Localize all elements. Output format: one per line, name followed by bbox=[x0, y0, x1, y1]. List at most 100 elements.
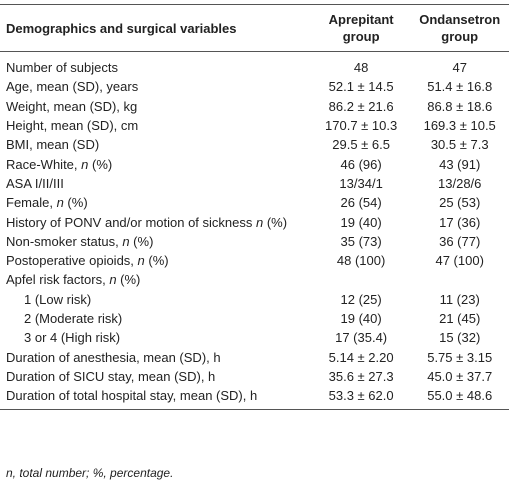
label-part: n bbox=[122, 233, 130, 249]
row-label: Duration of anesthesia, mean (SD), h bbox=[0, 347, 312, 366]
footnote: n, total number; %, percentage. bbox=[6, 466, 174, 480]
value-cell: 13/34/1 bbox=[339, 175, 383, 191]
value-cell: 25 (53) bbox=[439, 195, 481, 211]
row-label: Number of subjects bbox=[0, 52, 312, 78]
label-part: Height, mean (SD), cm bbox=[6, 118, 139, 134]
value-cell: 5.14 ± 2.20 bbox=[328, 349, 394, 365]
table: Demographics and surgical variables Apre… bbox=[0, 4, 509, 411]
value-cell: 52.1 ± 14.5 bbox=[328, 79, 394, 95]
label-part: Duration of anesthesia, mean (SD), h bbox=[6, 349, 221, 365]
row: 3 or 4 (High risk) 17 (35.4) 15 (32) bbox=[0, 328, 509, 347]
header-cell: Demographics and surgical variables bbox=[0, 4, 312, 52]
value-cell: 48 (100) bbox=[336, 253, 386, 269]
row-label: History of PONV and/or motion of sicknes… bbox=[0, 212, 312, 231]
row: Height, mean (SD), cm 170.7 ± 10.3 169.3 ±… bbox=[0, 116, 509, 135]
table-body: Number of subjects 48 47 Age, mean (SD), ye… bbox=[0, 52, 509, 411]
value-cell: 12 (25) bbox=[340, 291, 382, 307]
label-part: n bbox=[81, 156, 89, 172]
row-label: Duration of SICU stay, mean (SD), h bbox=[0, 367, 312, 386]
row-label: Postoperative opioids, n (%) bbox=[0, 251, 312, 270]
row-label: 1 (Low risk) bbox=[0, 290, 312, 309]
value-cell: 17 (36) bbox=[439, 214, 481, 230]
label-part: Weight, mean (SD), kg bbox=[6, 98, 138, 114]
label-part: (%) bbox=[129, 233, 154, 249]
value-cell: 55.0 ± 48.6 bbox=[410, 386, 509, 411]
label-part: BMI, mean (SD) bbox=[6, 137, 100, 153]
row: Duration of total hospital stay, mean (S… bbox=[0, 386, 509, 411]
value-cell: 13/28/6 bbox=[438, 175, 482, 191]
label-part: History of PONV and/or motion of sicknes… bbox=[6, 214, 256, 230]
label-part: 1 (Low risk) bbox=[24, 291, 92, 307]
value-cell: 47 bbox=[452, 60, 467, 76]
value-cell bbox=[410, 270, 509, 289]
row-label: Female, n (%) bbox=[0, 193, 312, 212]
value-cell: 19 (40) bbox=[340, 311, 382, 326]
label-part: (%) bbox=[63, 195, 88, 211]
row-label: Age, mean (SD), years bbox=[0, 77, 312, 96]
value-cell: 53.3 ± 62.0 bbox=[311, 386, 411, 411]
label-part: n bbox=[137, 253, 145, 269]
row: Duration of SICU stay, mean (SD), h 35.6 … bbox=[0, 367, 509, 386]
value-cell: 35 (73) bbox=[340, 233, 382, 249]
row: Non-smoker status, n (%) 35 (73) 36 (77) bbox=[0, 232, 509, 251]
label-part: n bbox=[255, 214, 264, 230]
value-cell: 170.7 ± 10.3 bbox=[325, 118, 398, 134]
value-cell: 29.5 ± 6.5 bbox=[332, 137, 390, 153]
row: Duration of anesthesia, mean (SD), h 5.14… bbox=[0, 347, 509, 366]
value-cell: 86.2 ± 21.6 bbox=[328, 98, 394, 114]
label-part: Number of subjects bbox=[6, 60, 118, 76]
value-cell: 21 (45) bbox=[439, 311, 481, 326]
value-cell: 36 (77) bbox=[439, 233, 481, 249]
value-cell: 43 (91) bbox=[439, 156, 481, 172]
header-row: Demographics and surgical variables Apre… bbox=[0, 4, 509, 52]
header-cell: Aprepitant group bbox=[311, 4, 411, 52]
value-cell: 30.5 ± 7.3 bbox=[430, 137, 489, 153]
label-part: ASA I/II/III bbox=[6, 175, 64, 191]
row-label: 2 (Moderate risk) bbox=[0, 309, 312, 328]
row: BMI, mean (SD) 29.5 ± 6.5 30.5 ± 7.3 bbox=[0, 135, 509, 154]
row-label: Non-smoker status, n (%) bbox=[0, 232, 312, 251]
row-label: 3 or 4 (High risk) bbox=[0, 328, 312, 347]
value-cell: 46 (96) bbox=[340, 156, 382, 172]
label-part: Non-smoker status, bbox=[6, 233, 123, 249]
label-part: Female, bbox=[6, 195, 57, 211]
value-cell: 35.6 ± 27.3 bbox=[328, 368, 394, 384]
row-label: Weight, mean (SD), kg bbox=[0, 97, 312, 116]
row: 1 (Low risk) 12 (25) 11 (23) bbox=[0, 290, 509, 309]
label-part: (%) bbox=[263, 214, 288, 230]
row-label: Race-White, n (%) bbox=[0, 154, 312, 173]
value-cell: 11 (23) bbox=[439, 291, 480, 307]
row: Postoperative opioids, n (%) 48 (100) 47 (… bbox=[0, 251, 509, 270]
row-label: Apfel risk factors, n (%) bbox=[0, 270, 312, 289]
table-head: Demographics and surgical variables Apre… bbox=[0, 4, 509, 52]
label-part: Postoperative opioids, bbox=[6, 253, 138, 269]
label-part: Duration of SICU stay, mean (SD), h bbox=[6, 368, 216, 384]
value-cell: 86.8 ± 18.6 bbox=[427, 98, 493, 114]
label-part: (%) bbox=[88, 156, 113, 172]
row: Number of subjects 48 47 bbox=[0, 52, 509, 78]
value-cell bbox=[312, 270, 411, 289]
label-part: 3 or 4 (High risk) bbox=[24, 330, 121, 346]
row: Race-White, n (%) 46 (96) 43 (91) bbox=[0, 154, 509, 173]
row-label: BMI, mean (SD) bbox=[0, 135, 312, 154]
value-cell: 26 (54) bbox=[340, 195, 382, 211]
value-cell: 169.3 ± 10.5 bbox=[423, 118, 496, 134]
label-part: 2 (Moderate risk) bbox=[24, 311, 123, 326]
value-cell: 5.75 ± 3.15 bbox=[427, 349, 493, 365]
row: History of PONV and/or motion of sicknes… bbox=[0, 212, 509, 231]
row: 2 (Moderate risk) 19 (40) 21 (45) bbox=[0, 309, 509, 328]
header-cell: Ondansetron group bbox=[410, 4, 509, 52]
label-part: (%) bbox=[144, 253, 169, 269]
label-part: Apfel risk factors, bbox=[6, 272, 110, 288]
label-part: n bbox=[56, 195, 64, 211]
label-part: Age, mean (SD), years bbox=[6, 79, 139, 95]
value-cell: 45.0 ± 37.7 bbox=[427, 368, 493, 384]
row-label: Height, mean (SD), cm bbox=[0, 116, 312, 135]
value-cell: 51.4 ± 16.8 bbox=[427, 79, 493, 95]
label-part: n bbox=[109, 272, 117, 288]
value-cell: 47 (100) bbox=[435, 253, 484, 269]
label-part: Duration of total hospital stay, mean (S… bbox=[6, 388, 258, 404]
value-cell: 48 bbox=[353, 60, 369, 76]
row-label: ASA I/II/III bbox=[0, 174, 312, 193]
